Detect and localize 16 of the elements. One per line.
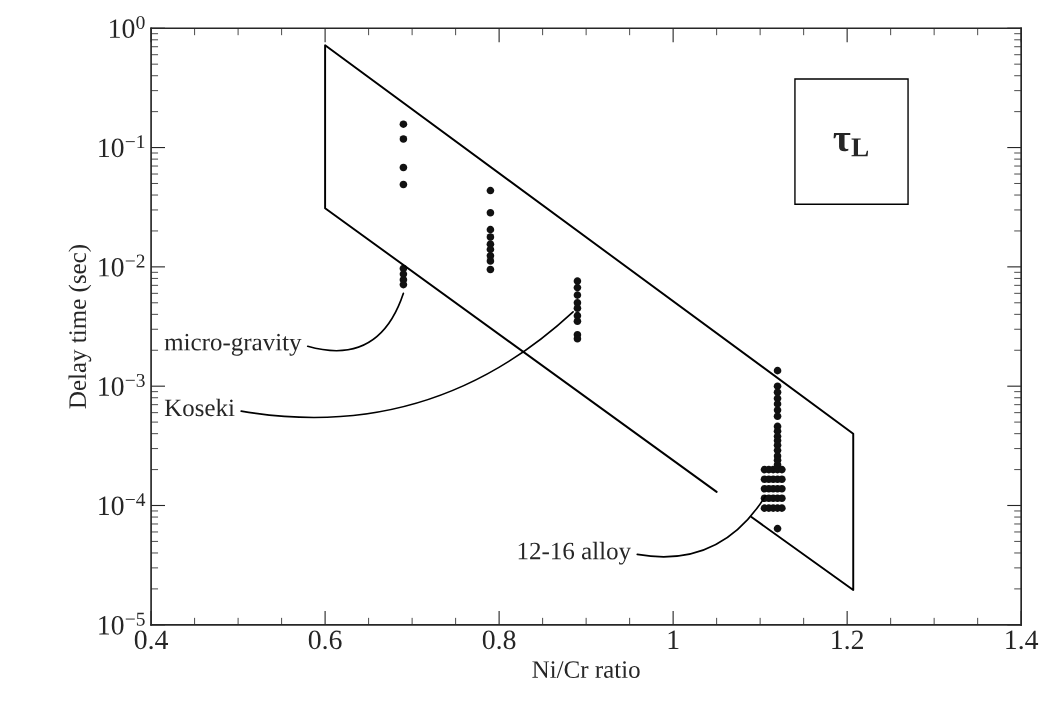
x-tick-label: 1 [668,630,679,649]
y-axis-title: Delay time (sec) [68,245,92,409]
y-tick-label: 10$^{−1}$ [99,135,145,158]
annotation: micro-gravity [164,333,302,356]
x-tick-label: 1.4 [1006,630,1039,650]
y-tick-label: 10$^{−4}$ [99,493,146,516]
annotation: τ$_{L}$ [833,133,869,157]
y-tick-label: 10$^{0}$ [110,15,145,39]
annotation: 12-16 alloy [518,541,631,565]
y-tick-label: 10$^{−3}$ [99,373,145,396]
x-tick-label: 0.6 [308,630,342,650]
annotation: Koseki [164,398,235,417]
x-tick-label: 1.2 [832,630,863,650]
y-tick-label: 10$^{−2}$ [99,254,145,277]
x-axis-title: Ni/Cr ratio [532,661,640,679]
x-tick-label: 0.8 [482,630,516,650]
